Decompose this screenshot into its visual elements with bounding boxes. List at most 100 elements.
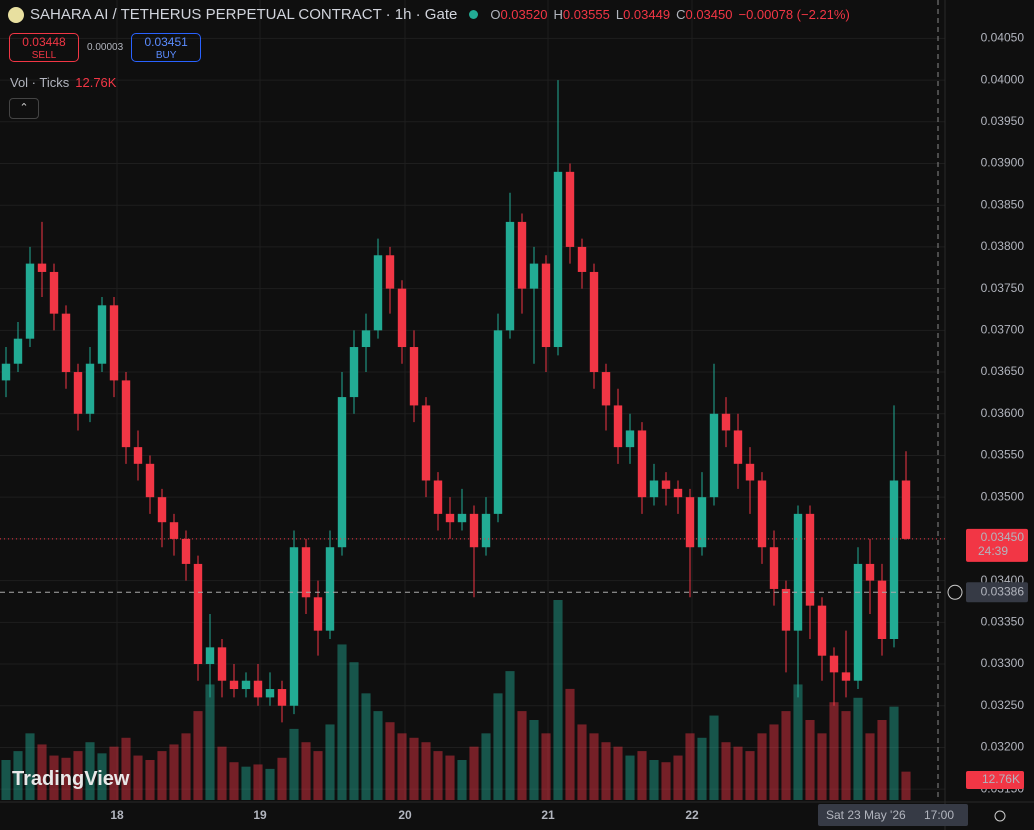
volume-value-label: 12.76K [982, 772, 1020, 786]
y-tick-label: 0.04000 [981, 72, 1025, 86]
candle-body [157, 497, 167, 523]
volume-bar [157, 751, 167, 800]
volume-title: Vol · Ticks [10, 75, 70, 90]
candle-body [169, 522, 179, 539]
buy-price: 0.03451 [144, 35, 188, 49]
volume-bar [793, 684, 803, 800]
volume-bar [529, 720, 539, 800]
buy-label: BUY [155, 50, 177, 61]
volume-bar [769, 724, 779, 800]
y-tick-label: 0.03550 [981, 448, 1025, 462]
candle-body [13, 338, 23, 364]
collapse-button[interactable]: ⌃ [9, 98, 39, 119]
candle-body [325, 547, 335, 631]
volume-bar [361, 693, 371, 800]
volume-bar [433, 751, 443, 800]
countdown: 24:39 [978, 544, 1008, 558]
candle-body [697, 497, 707, 548]
candle-body [469, 513, 479, 548]
volume-bar [313, 751, 323, 800]
volume-bar [337, 644, 347, 800]
buy-button[interactable]: 0.03451 BUY [131, 33, 202, 62]
candle-body [145, 463, 155, 498]
volume-bar [277, 757, 287, 800]
candle-body [757, 480, 767, 548]
volume-bar [253, 764, 263, 800]
y-tick-label: 0.03500 [981, 489, 1025, 503]
volume-bar [133, 755, 143, 800]
y-tick-label: 0.03300 [981, 656, 1025, 670]
volume-bar [49, 755, 59, 800]
volume-bar [601, 742, 611, 800]
header: SAHARA AI / TETHERUS PERPETUAL CONTRACT … [8, 6, 856, 23]
candle-body [181, 538, 191, 564]
x-tick-label: 20 [398, 808, 412, 822]
volume-bar [541, 733, 551, 800]
volume-bar [505, 671, 515, 800]
volume-bar [397, 733, 407, 800]
candle-body [73, 372, 83, 414]
candle-body [397, 288, 407, 348]
volume-bar [877, 720, 887, 800]
settings-icon[interactable] [994, 810, 1006, 822]
candle-body [433, 480, 443, 514]
volume-bar [685, 733, 695, 800]
candle-body [205, 647, 215, 665]
spread: 0.00003 [87, 42, 124, 53]
volume-bar [817, 733, 827, 800]
volume-bar [613, 746, 623, 800]
y-tick-label: 0.03350 [981, 614, 1025, 628]
status-dot [469, 10, 479, 19]
candle-body [565, 171, 575, 247]
symbol-title[interactable]: SAHARA AI / TETHERUS PERPETUAL CONTRACT … [30, 6, 458, 23]
ohlc-value: 0.03449 [623, 7, 671, 22]
y-tick-label: 0.03650 [981, 364, 1025, 378]
volume-bar [97, 753, 107, 800]
volume-bar [853, 697, 863, 800]
candle-body [265, 689, 275, 698]
candle-body [409, 347, 419, 406]
candle-body [613, 405, 623, 448]
candle-body [649, 480, 659, 498]
crosshair-time: 17:00 [924, 808, 954, 822]
volume-bar [181, 733, 191, 800]
volume-bar [805, 720, 815, 800]
volume-bar [625, 755, 635, 800]
candle-body [529, 263, 539, 289]
candle-body [373, 255, 383, 331]
candle-body [133, 447, 143, 464]
y-tick-label: 0.03750 [981, 281, 1025, 295]
x-tick-label: 21 [541, 808, 555, 822]
volume-bar [121, 737, 131, 800]
volume-bar [673, 755, 683, 800]
volume-bar [61, 757, 71, 800]
y-tick-label: 0.03900 [981, 156, 1025, 170]
y-tick-label: 0.03250 [981, 698, 1025, 712]
crosshair-box [966, 582, 1028, 603]
volume-bar [481, 733, 491, 800]
candle-body [781, 588, 791, 631]
ohlc-value: 0.03520 [500, 7, 548, 22]
watermark: TradingView [12, 768, 130, 790]
candle-body [481, 513, 491, 548]
candle-body [853, 563, 863, 681]
ohlc-key: O [490, 7, 501, 22]
volume-bar [457, 760, 467, 800]
candle-body [25, 263, 35, 339]
candle-body [709, 413, 719, 498]
sell-button[interactable]: 0.03448 SELL [9, 33, 79, 62]
x-tick-label: 19 [253, 808, 267, 822]
candle-body [769, 547, 779, 589]
candle-body [229, 680, 239, 690]
candle-body [301, 547, 311, 598]
volume-bar [385, 722, 395, 800]
candle-body [109, 305, 119, 381]
candle-body [385, 255, 395, 289]
volume-bar [193, 711, 203, 800]
sell-price: 0.03448 [22, 35, 66, 49]
y-tick-label: 0.03800 [981, 239, 1025, 253]
candle-body [733, 430, 743, 464]
candle-body [217, 647, 227, 681]
candle-body [349, 347, 359, 398]
